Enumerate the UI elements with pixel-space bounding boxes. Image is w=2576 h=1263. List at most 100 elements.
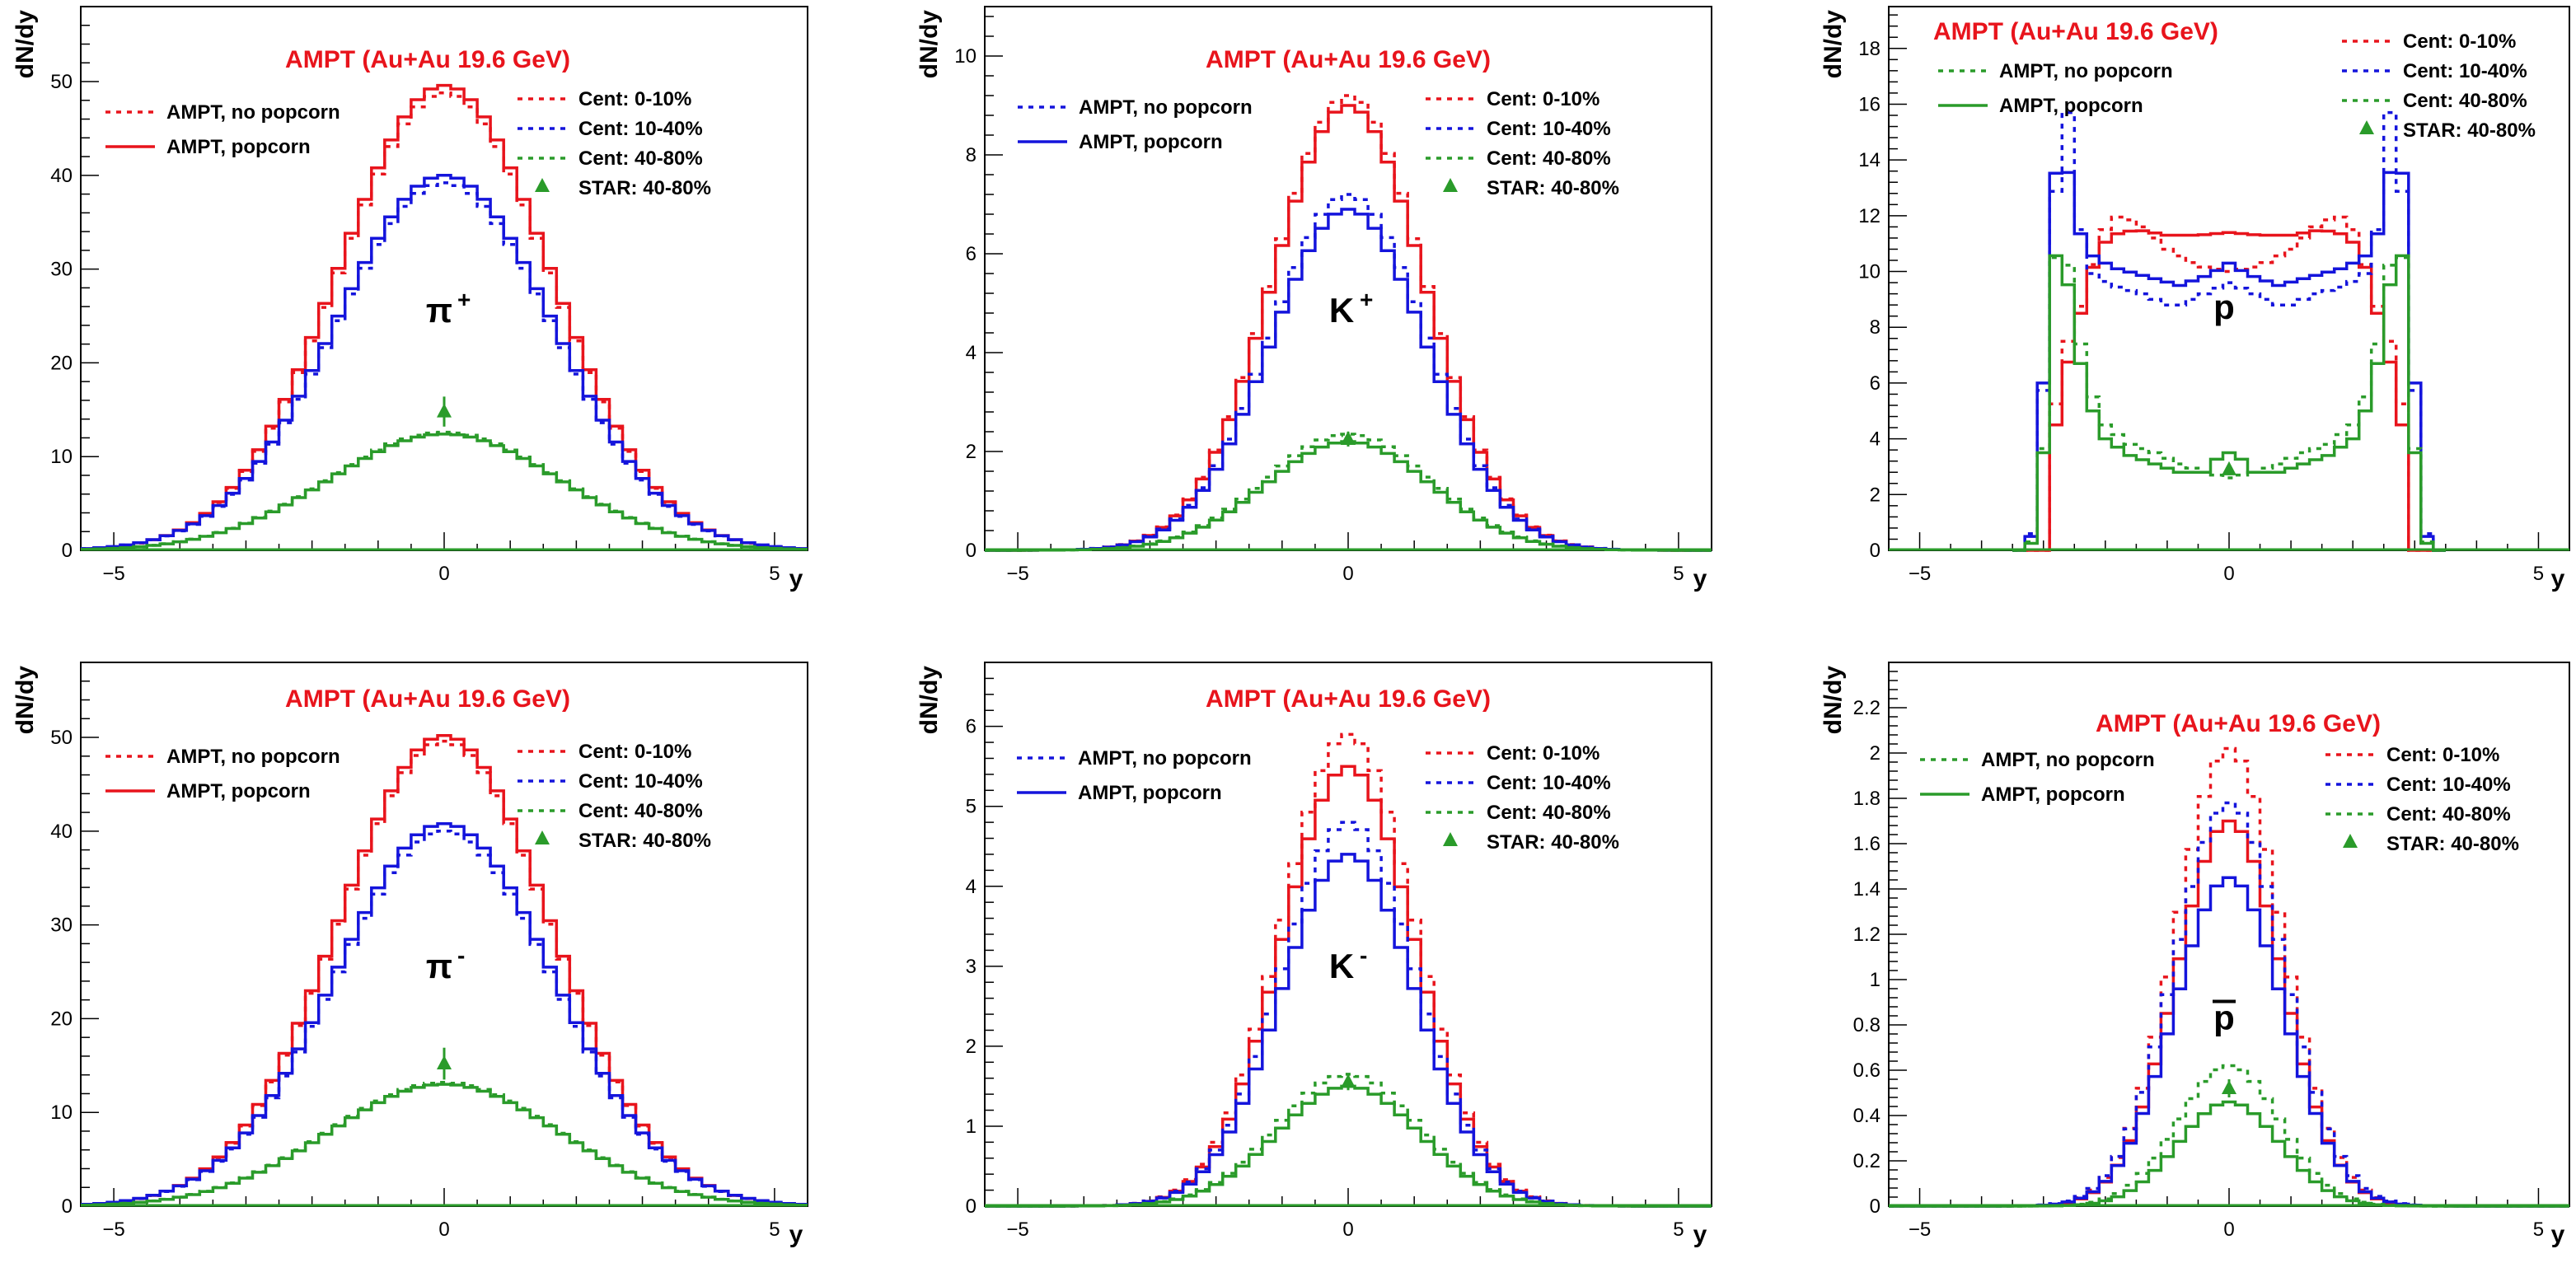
x-axis-label: y [2551,565,2565,592]
y-tick-label: 3 [966,956,977,978]
x-tick-label: −5 [102,1219,124,1241]
legend-right-entry: STAR: 40-80% [578,830,711,852]
star-point [2222,1080,2236,1094]
legend-right-entry: Cent: 10-40% [1487,772,1611,794]
y-axis-label: dN/dy [916,10,943,79]
legend-left-entry: AMPT, popcorn [1078,782,1222,804]
y-tick-label: 20 [50,1008,73,1030]
y-tick-label: 20 [50,352,73,374]
y-tick-label: 2.2 [1853,697,1880,719]
legend-right-entry: Cent: 40-80% [578,800,703,822]
y-tick-label: 14 [1858,149,1880,171]
x-tick-label: 5 [1673,563,1684,585]
y-tick-label: 8 [1870,316,1880,339]
series-blue-no-popcorn [1889,801,2569,1208]
x-tick-label: −5 [1909,1219,1931,1241]
chart-title: AMPT (Au+Au 19.6 GeV) [1206,46,1491,73]
legend-right-entry: Cent: 10-40% [1487,118,1611,140]
series-blue-no-popcorn [2012,110,2446,552]
legend-left-entry: AMPT, popcorn [166,136,311,158]
legend-left-entry: AMPT, popcorn [1999,95,2143,117]
x-tick-label: 0 [438,563,449,585]
x-axis-label: y [1693,565,1707,592]
y-tick-label: 12 [1858,205,1880,227]
panel-k-plus: −5 0 5 0 2 4 6 8 10 y dN/dy AMPT (Au+Au 19.6 GeV) K +… [916,6,1712,592]
y-tick-label: 0 [62,540,73,562]
legend-right-entry: Cent: 40-80% [2386,803,2511,826]
series-green-no-popcorn [81,1081,808,1207]
series-green-no-popcorn [81,430,808,551]
y-axis-label: dN/dy [1820,666,1847,735]
particle-label: K [1329,291,1354,330]
x-tick-label: −5 [1006,563,1028,585]
y-axis-label: dN/dy [12,10,39,79]
series-blue-popcorn [2012,171,2446,552]
legend-right-entry: STAR: 40-80% [578,177,711,199]
x-tick-label: 0 [2223,1219,2234,1241]
legend-right-entry: Cent: 40-80% [578,147,703,170]
y-tick-label: 50 [50,727,73,749]
y-tick-label: 50 [50,71,73,93]
legend-right-entry: STAR: 40-80% [1487,177,1619,199]
y-tick-label: 0.6 [1853,1060,1880,1082]
x-tick-label: −5 [1006,1219,1028,1241]
x-tick-label: 5 [2533,563,2544,585]
series-blue-popcorn [81,821,808,1206]
legend-left-entry: AMPT, popcorn [1079,131,1223,153]
x-tick-label: 5 [769,563,780,585]
x-axis-label: y [789,565,803,592]
y-tick-label: 2 [966,441,977,463]
series-blue-no-popcorn [81,181,808,550]
legend-right-entry: Cent: 10-40% [2403,60,2527,82]
x-tick-label: 0 [438,1219,449,1241]
y-tick-label: 6 [966,243,977,265]
y-tick-label: 30 [50,915,73,937]
legend-right-entry: Cent: 40-80% [1487,802,1611,824]
star-point [437,1055,452,1070]
particle-label-sup: + [457,287,471,312]
y-tick-label: 40 [50,821,73,843]
y-tick-label: 10 [50,446,73,468]
y-tick-label: 18 [1858,38,1880,60]
y-tick-label: 4 [966,876,977,898]
legend-right-entry: Cent: 0-10% [1487,88,1599,110]
particle-label: K [1329,947,1354,985]
series-red-popcorn [2012,229,2446,552]
series-blue-popcorn [985,853,1712,1208]
y-tick-label: 1 [1870,969,1880,991]
star-point [1341,431,1356,445]
x-tick-label: 5 [1673,1219,1684,1241]
particle-label-sup: - [1360,943,1367,968]
y-tick-label: 0 [1870,540,1880,562]
y-tick-label: 6 [1870,372,1880,395]
x-tick-label: 5 [769,1219,780,1241]
legend-right-entry: Cent: 0-10% [578,741,691,763]
plot-frame [984,6,1712,551]
legend-right-entry: STAR: 40-80% [2403,119,2536,142]
y-tick-label: 8 [966,144,977,166]
particle-label: π [426,947,452,985]
x-axis-label: y [789,1221,803,1248]
y-tick-label: 0 [966,540,977,562]
y-tick-label: 1.2 [1853,924,1880,946]
y-axis-label: dN/dy [12,666,39,735]
legend-star-marker [1443,832,1458,846]
particle-label: π [426,291,452,330]
x-tick-label: 0 [2223,563,2234,585]
y-tick-label: 2 [1870,742,1880,765]
y-axis-label: dN/dy [916,666,943,735]
y-tick-label: 16 [1858,93,1880,115]
y-tick-label: 1 [966,1116,977,1138]
series-blue-popcorn [1889,876,2569,1208]
panel-antiproton: −5 0 5 0 0.2 0.4 0.6 0.8 1 1.2 1.4 1.6 1.8 2 2.2 y dN/dy… [1820,662,2570,1248]
legend-right-entry: Cent: 0-10% [2386,744,2499,766]
legend-left-entry: AMPT, no popcorn [1999,60,2173,82]
y-tick-label: 1.4 [1853,878,1880,900]
star-point [437,403,452,418]
y-tick-label: 40 [50,165,73,187]
y-tick-label: 0.4 [1853,1105,1880,1127]
series-red-no-popcorn [2012,215,2446,552]
series-green-no-popcorn [985,1073,1712,1208]
